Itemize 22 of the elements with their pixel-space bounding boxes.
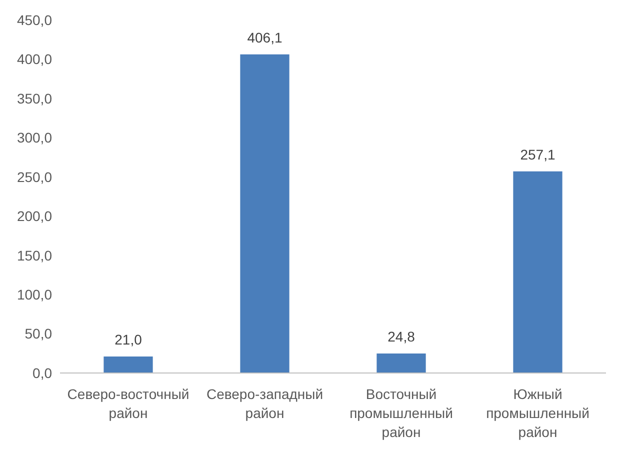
y-tick-label: 350,0 <box>16 90 52 106</box>
bar <box>240 54 290 373</box>
bar <box>513 171 562 373</box>
y-tick-label: 450,0 <box>16 12 52 28</box>
data-label: 406,1 <box>247 29 282 46</box>
bar <box>104 356 153 373</box>
x-tick-label: Южный промышленный район <box>486 386 590 440</box>
y-tick-label: 150,0 <box>16 247 52 264</box>
bar <box>376 354 426 373</box>
y-tick-label: 250,0 <box>16 168 52 185</box>
y-tick-label: 300,0 <box>16 130 52 146</box>
y-tick-label: 100,0 <box>16 286 52 303</box>
data-label: 257,1 <box>520 146 556 162</box>
data-label: 24,8 <box>388 328 416 345</box>
x-tick-label: Восточный промышленный район <box>350 386 453 440</box>
y-tick-label: 200,0 <box>16 208 52 224</box>
y-tick-label: 400,0 <box>16 51 52 68</box>
x-tick-label: Северо-восточный район <box>67 386 190 421</box>
x-tick-label: Северо-западный район <box>206 386 324 421</box>
y-tick-label: 50,0 <box>24 326 52 342</box>
y-tick-label: 0,0 <box>32 364 52 381</box>
data-label: 21,0 <box>114 332 142 348</box>
